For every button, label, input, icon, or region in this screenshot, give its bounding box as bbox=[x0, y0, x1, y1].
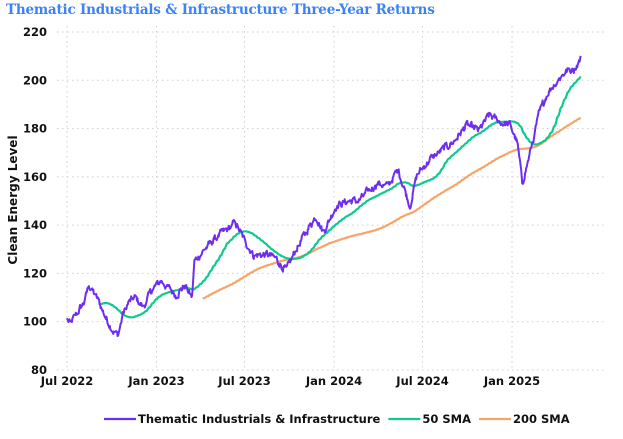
x-axis-ticks: Jul 2022 Jan 2023 Jul 2023 Jan 2024 Jul 2024… bbox=[40, 374, 540, 388]
series bbox=[66, 55, 582, 338]
y-tick-label: 200 bbox=[23, 73, 47, 87]
legend: Thematic Industrials & Infrastructure 50 … bbox=[104, 412, 570, 426]
series-line-200-sma bbox=[202, 116, 582, 300]
y-tick-label: 140 bbox=[23, 218, 47, 232]
legend-label: 50 SMA bbox=[422, 412, 471, 426]
x-tick-label: Jul 2024 bbox=[395, 374, 448, 388]
y-tick-label: 220 bbox=[23, 25, 47, 39]
series-line-thematic-industrials-infrastructure bbox=[66, 55, 582, 338]
x-tick-label: Jan 2023 bbox=[127, 374, 184, 388]
y-tick-label: 180 bbox=[23, 122, 47, 136]
legend-label: 200 SMA bbox=[513, 412, 570, 426]
y-tick-label: 120 bbox=[23, 266, 47, 280]
x-tick-label: Jan 2024 bbox=[305, 374, 362, 388]
legend-item[interactable]: 50 SMA bbox=[388, 412, 471, 426]
y-tick-label: 160 bbox=[23, 170, 47, 184]
legend-label: Thematic Industrials & Infrastructure bbox=[138, 412, 381, 426]
series-line-50-sma bbox=[99, 75, 582, 319]
x-tick-label: Jan 2025 bbox=[483, 374, 540, 388]
y-axis-title: Clean Energy Level bbox=[6, 135, 20, 264]
y-tick-label: 80 bbox=[31, 363, 47, 377]
chart-title: Thematic Industrials & Infrastructure Th… bbox=[6, 2, 435, 18]
legend-item[interactable]: Thematic Industrials & Infrastructure bbox=[104, 412, 381, 426]
legend-item[interactable]: 200 SMA bbox=[478, 412, 570, 426]
x-tick-label: Jul 2022 bbox=[40, 374, 93, 388]
y-axis-ticks: 80 100 120 140 160 180 200 220 bbox=[23, 25, 47, 377]
y-tick-label: 100 bbox=[23, 315, 47, 329]
x-tick-label: Jul 2023 bbox=[217, 374, 270, 388]
gridlines bbox=[57, 26, 607, 371]
